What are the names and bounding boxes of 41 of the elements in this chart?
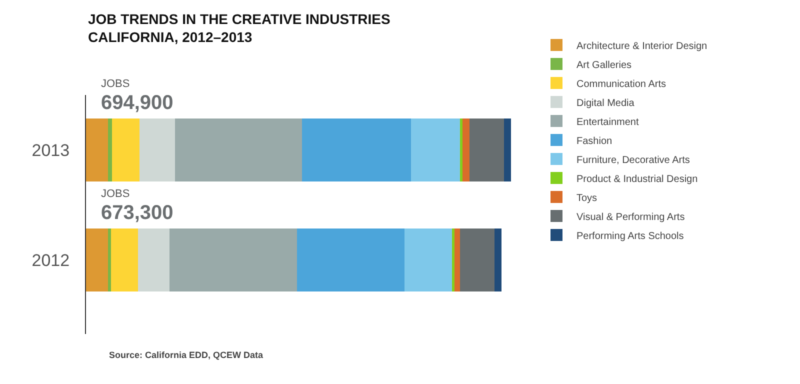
bar [494, 228, 502, 292]
legend-label: Fashion [576, 136, 612, 147]
bar [86, 228, 108, 292]
bar [469, 118, 504, 182]
bar [138, 228, 170, 292]
bar [140, 118, 175, 182]
legend-label: Furniture, Decorative Arts [576, 154, 690, 166]
annotation: JOBS [101, 188, 130, 200]
bar [169, 228, 298, 292]
bar [297, 228, 404, 292]
legend-label: Entertainment [576, 116, 639, 128]
bar [302, 118, 412, 182]
source-note: Source: California EDD, QCEW Data [109, 350, 264, 360]
bar [111, 228, 138, 292]
bar [454, 228, 460, 292]
bar [108, 228, 112, 292]
legend-label: Digital Media [576, 98, 635, 109]
legend-label: Visual & Performing Arts [576, 212, 685, 223]
legend-label: Art Galleries [576, 60, 632, 71]
legend-label: Communication Arts [576, 78, 666, 90]
legend-label: Performing Arts Schools [576, 230, 684, 242]
legend-label: Toys [576, 192, 598, 204]
bar [112, 118, 140, 182]
bar [174, 118, 302, 182]
legend-label: Architecture & Interior Design [576, 40, 708, 52]
bar [460, 228, 494, 292]
bar [462, 118, 470, 182]
bar [108, 118, 112, 182]
chart-title: JOB TRENDS IN THE CREATIVE INDUSTRIES CALIFORNIA, 2012–2013 [88, 11, 390, 46]
bar [86, 118, 108, 182]
bar [452, 228, 454, 292]
annotation: 673,300 [101, 202, 174, 224]
y-tick-label: 2012 [32, 250, 70, 270]
text: JOBS [101, 78, 130, 90]
y-tick-label: 2013 [32, 140, 70, 160]
bar [460, 118, 463, 182]
legend-label: Product & Industrial Design [576, 174, 698, 185]
bar [404, 228, 452, 292]
bar [411, 118, 460, 182]
annotation: 694,900 [101, 92, 174, 114]
bar [504, 118, 511, 182]
